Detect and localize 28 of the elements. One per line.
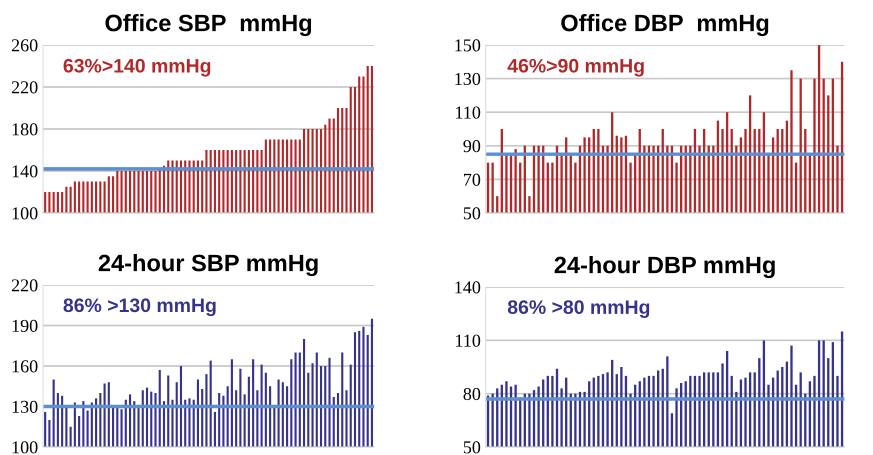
annotation: 63%>140 mmHg xyxy=(64,58,210,77)
chart-title: Office DBP mmHg xyxy=(561,14,768,36)
annotation: 46%>90 mmHg xyxy=(508,58,644,77)
y-tick-label: 180 xyxy=(12,123,38,136)
y-tick-label: 220 xyxy=(12,279,38,292)
y-tick-label: 110 xyxy=(456,106,480,119)
y-tick-label: 140 xyxy=(12,165,38,178)
y-tick-label: 140 xyxy=(455,281,480,294)
y-tick-label: 150 xyxy=(455,39,480,52)
chart-title: 24-hour SBP mmHg xyxy=(98,254,318,276)
annotation: 86% >80 mmHg xyxy=(508,300,650,318)
y-tick-label: 50 xyxy=(464,207,480,220)
y-tick-label: 190 xyxy=(12,320,38,332)
y-tick-label: 100 xyxy=(12,441,38,454)
y-tick-label: 260 xyxy=(12,39,38,52)
y-tick-label: 50 xyxy=(464,441,480,454)
y-tick-label: 80 xyxy=(464,388,480,400)
y-tick-label: 90 xyxy=(463,140,480,152)
y-tick-label: 160 xyxy=(12,360,38,372)
y-tick-label: 130 xyxy=(455,72,480,86)
y-tick-label: 110 xyxy=(456,334,480,347)
y-tick-label: 70 xyxy=(464,174,480,186)
annotation: 86% >130 mmHg xyxy=(64,298,216,316)
y-tick-label: 100 xyxy=(12,207,38,220)
y-tick-label: 130 xyxy=(12,400,38,413)
chart-title: Office SBP mmHg xyxy=(105,14,312,36)
chart-title: 24-hour DBP mmHg xyxy=(554,256,775,278)
y-tick-label: 220 xyxy=(12,81,38,94)
